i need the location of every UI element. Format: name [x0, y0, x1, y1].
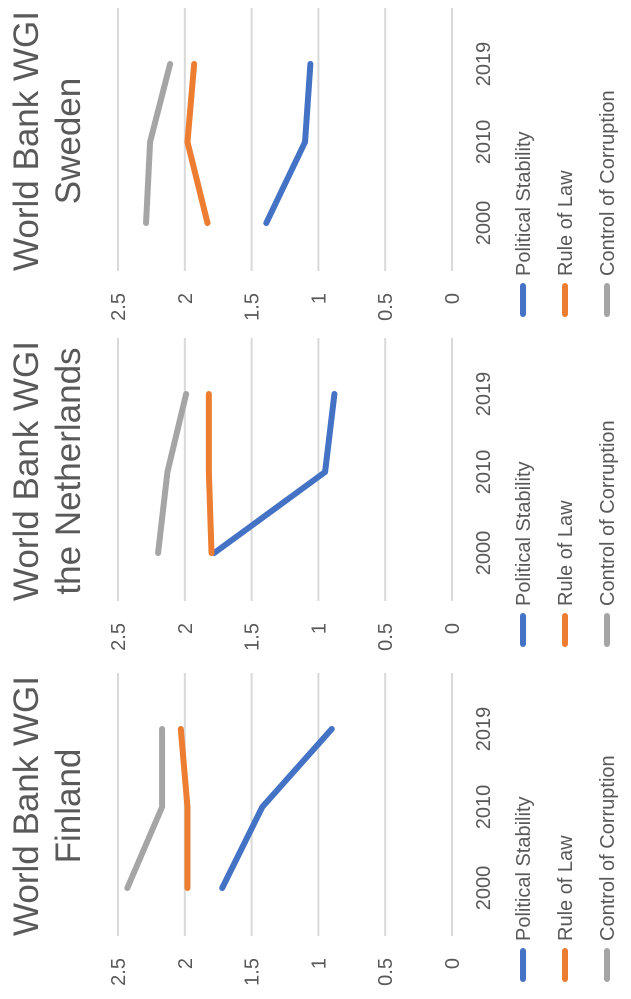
- chart-panel-3: World Bank WGISweden 0 0.5 1 1.5 2 2.5 2000 2010…: [7, 8, 619, 321]
- series-line-political-stability: [219, 726, 335, 891]
- legend-label: Political Stability: [513, 461, 535, 606]
- x-tick-label: 2000: [473, 201, 495, 246]
- series-line-rule-of-law: [184, 61, 211, 226]
- chart-title: World Bank WGISweden: [7, 11, 88, 271]
- legend-label: Control of Corruption: [597, 755, 619, 941]
- chart-title-line: Sweden: [49, 78, 88, 204]
- series-line-control-of-corruption: [155, 391, 190, 556]
- x-tick-label: 2019: [473, 707, 495, 752]
- y-tick-label: 0: [442, 958, 464, 969]
- series-line-control-of-corruption: [124, 726, 166, 891]
- chart-panel-2: World Bank WGIthe Netherlands 0 0.5 1 1.5 2 2.…: [7, 338, 619, 651]
- y-tick-label: 1.5: [242, 293, 264, 321]
- x-tick-label: 2000: [473, 531, 495, 576]
- y-tick-label: 0.5: [375, 293, 397, 321]
- y-tick-label: 1: [308, 293, 330, 304]
- y-tick-label: 2: [175, 623, 197, 634]
- y-tick-label: 0.5: [375, 958, 397, 986]
- x-tick-label: 2019: [473, 42, 495, 87]
- chart-title: World Bank WGIthe Netherlands: [7, 341, 88, 601]
- y-tick-label: 2: [175, 293, 197, 304]
- chart-title-line: the Netherlands: [49, 347, 88, 594]
- y-tick-label: 1: [308, 958, 330, 969]
- legend-label: Control of Corruption: [597, 420, 619, 606]
- y-tick-label: 1.5: [242, 623, 264, 651]
- chart-panel-1: World Bank WGIFinland 0 0.5 1 1.5 2 2.5 2000 201…: [7, 673, 619, 986]
- y-tick-label: 2: [175, 958, 197, 969]
- legend-label: Rule of Law: [555, 835, 577, 941]
- y-tick-label: 2.5: [108, 623, 130, 651]
- x-tick-label: 2000: [473, 866, 495, 911]
- series-line-rule-of-law: [205, 391, 215, 556]
- chart-title-line: World Bank WGI: [7, 11, 46, 271]
- y-tick-label: 0.5: [375, 623, 397, 651]
- series-line-political-stability: [211, 391, 338, 556]
- chart-title-line: Finland: [49, 749, 88, 864]
- chart-title: World Bank WGIFinland: [7, 676, 88, 936]
- chart-title-line: World Bank WGI: [7, 676, 46, 936]
- x-tick-label: 2019: [473, 372, 495, 417]
- series-line-political-stability: [263, 61, 314, 226]
- y-tick-label: 0: [442, 293, 464, 304]
- chart-title-line: World Bank WGI: [7, 341, 46, 601]
- x-tick-label: 2010: [473, 450, 495, 495]
- x-tick-label: 2010: [473, 785, 495, 830]
- y-tick-label: 1: [308, 623, 330, 634]
- y-tick-label: 2.5: [108, 293, 130, 321]
- legend-label: Political Stability: [513, 131, 535, 276]
- y-tick-label: 1.5: [242, 958, 264, 986]
- y-tick-label: 2.5: [108, 958, 130, 986]
- legend-label: Rule of Law: [555, 500, 577, 606]
- x-tick-label: 2010: [473, 120, 495, 165]
- y-tick-label: 0: [442, 623, 464, 634]
- legend-label: Rule of Law: [555, 170, 577, 276]
- legend-label: Control of Corruption: [597, 90, 619, 276]
- series-line-control-of-corruption: [143, 61, 174, 226]
- legend-label: Political Stability: [513, 796, 535, 941]
